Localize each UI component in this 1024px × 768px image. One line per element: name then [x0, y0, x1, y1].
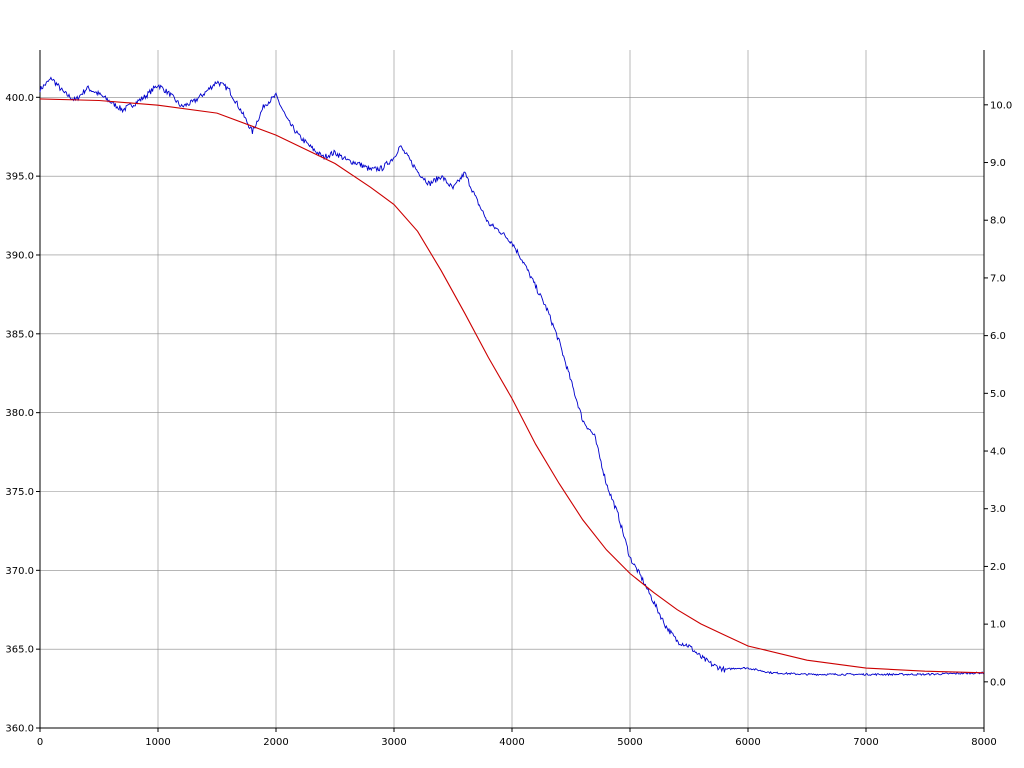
y-left-tick-label: 365.0 — [5, 645, 34, 656]
y-right-tick-label: 6.0 — [990, 331, 1006, 342]
y-right-tick-label: 2.0 — [990, 562, 1006, 573]
y-right-tick-label: 7.0 — [990, 273, 1006, 284]
x-tick-label: 5000 — [617, 737, 642, 748]
y-left-tick-label: 390.0 — [5, 250, 34, 261]
y-left-tick-label: 400.0 — [5, 93, 34, 104]
y-right-tick-label: 10.0 — [990, 100, 1012, 111]
x-tick-label: 6000 — [735, 737, 760, 748]
y-right-tick-label: 3.0 — [990, 504, 1006, 515]
tick-labels: 0 1000 2000 3000 4000 5000 6000 7000 8000 360.0 36… — [5, 93, 1012, 748]
y-right-tick-label: 8.0 — [990, 216, 1006, 227]
x-tick-label: 7000 — [853, 737, 878, 748]
grid — [40, 50, 984, 729]
y-right-tick-label: 4.0 — [990, 447, 1006, 458]
y-left-tick-label: 385.0 — [5, 329, 34, 340]
y-left-tick-label: 395.0 — [5, 172, 34, 183]
y-left-tick-label: 375.0 — [5, 487, 34, 498]
x-tick-label: 0 — [37, 737, 43, 748]
y-left-tick-label: 380.0 — [5, 408, 34, 419]
x-tick-label: 1000 — [145, 737, 170, 748]
x-tick-label: 3000 — [381, 737, 406, 748]
series-line-red — [39, 98, 985, 674]
y-left-tick-label: 360.0 — [5, 724, 34, 735]
y-right-tick-label: 0.0 — [990, 677, 1006, 688]
axes — [36, 50, 988, 732]
series-line-blue — [39, 76, 985, 677]
series-group — [39, 76, 985, 677]
x-tick-label: 2000 — [263, 737, 288, 748]
x-tick-label: 4000 — [499, 737, 524, 748]
y-left-tick-label: 370.0 — [5, 566, 34, 577]
y-right-tick-label: 1.0 — [990, 620, 1006, 631]
y-right-tick-label: 9.0 — [990, 158, 1006, 169]
y-right-tick-label: 5.0 — [990, 389, 1006, 400]
x-tick-label: 8000 — [971, 737, 996, 748]
